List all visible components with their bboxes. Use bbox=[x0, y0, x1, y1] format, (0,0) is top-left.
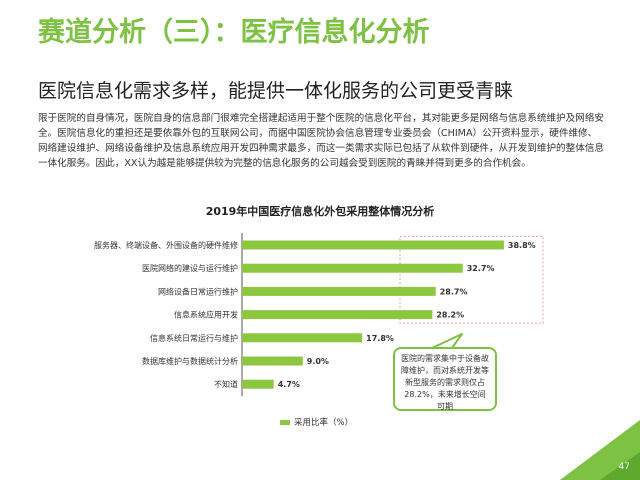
category-label: 医院网络的建设与运行维护 bbox=[142, 263, 238, 273]
corner-triangle-dark bbox=[600, 452, 640, 480]
legend-label: 采用比率（%） bbox=[294, 418, 354, 428]
value-label: 9.0% bbox=[307, 357, 329, 366]
category-label: 不知道 bbox=[214, 379, 238, 389]
category-label: 信息系统应用开发 bbox=[174, 310, 238, 320]
slide-subtitle: 医院信息化需求多样，能提供一体化服务的公司更受青睐 bbox=[38, 80, 514, 102]
callout-note: 医院的需求集中于设备故障维护，而对系统开发等新型服务的需求则仅占28.2%，未来… bbox=[393, 347, 497, 411]
value-label: 38.8% bbox=[508, 241, 536, 250]
analysis-paragraph: 限于医院的自身情况，医院自身的信息部门很难完全搭建起适用于整个医院的信息化平台，… bbox=[38, 113, 605, 169]
bar bbox=[242, 263, 463, 273]
bar bbox=[242, 333, 363, 343]
page-number: 47 bbox=[618, 462, 630, 472]
category-label: 服务器、终端设备、外围设备的硬件维修 bbox=[94, 240, 238, 250]
category-label: 信息系统日常运行与维护 bbox=[150, 333, 238, 343]
category-label: 网络设备日常运行维护 bbox=[158, 286, 238, 296]
value-label: 4.7% bbox=[278, 380, 300, 389]
bar bbox=[242, 356, 303, 366]
highlight-box bbox=[399, 235, 544, 324]
bar bbox=[242, 286, 436, 296]
legend-swatch bbox=[280, 420, 290, 425]
slide-title: 赛道分析（三）：医疗信息化分析 bbox=[38, 17, 430, 48]
callout-pointer bbox=[431, 333, 463, 349]
corner-triangle bbox=[560, 420, 640, 480]
value-label: 17.8% bbox=[366, 334, 394, 343]
chart-legend: 采用比率（%） bbox=[280, 416, 353, 428]
bar bbox=[242, 310, 433, 320]
bar bbox=[242, 379, 274, 389]
bar bbox=[242, 240, 504, 250]
value-label: 28.7% bbox=[440, 287, 468, 296]
value-label: 28.2% bbox=[436, 311, 464, 320]
value-label: 32.7% bbox=[467, 264, 495, 273]
category-label: 数据库维护与数据统计分析 bbox=[142, 356, 238, 366]
chart-title: 2019年中国医疗信息化外包采用整体情况分析 bbox=[205, 205, 435, 218]
